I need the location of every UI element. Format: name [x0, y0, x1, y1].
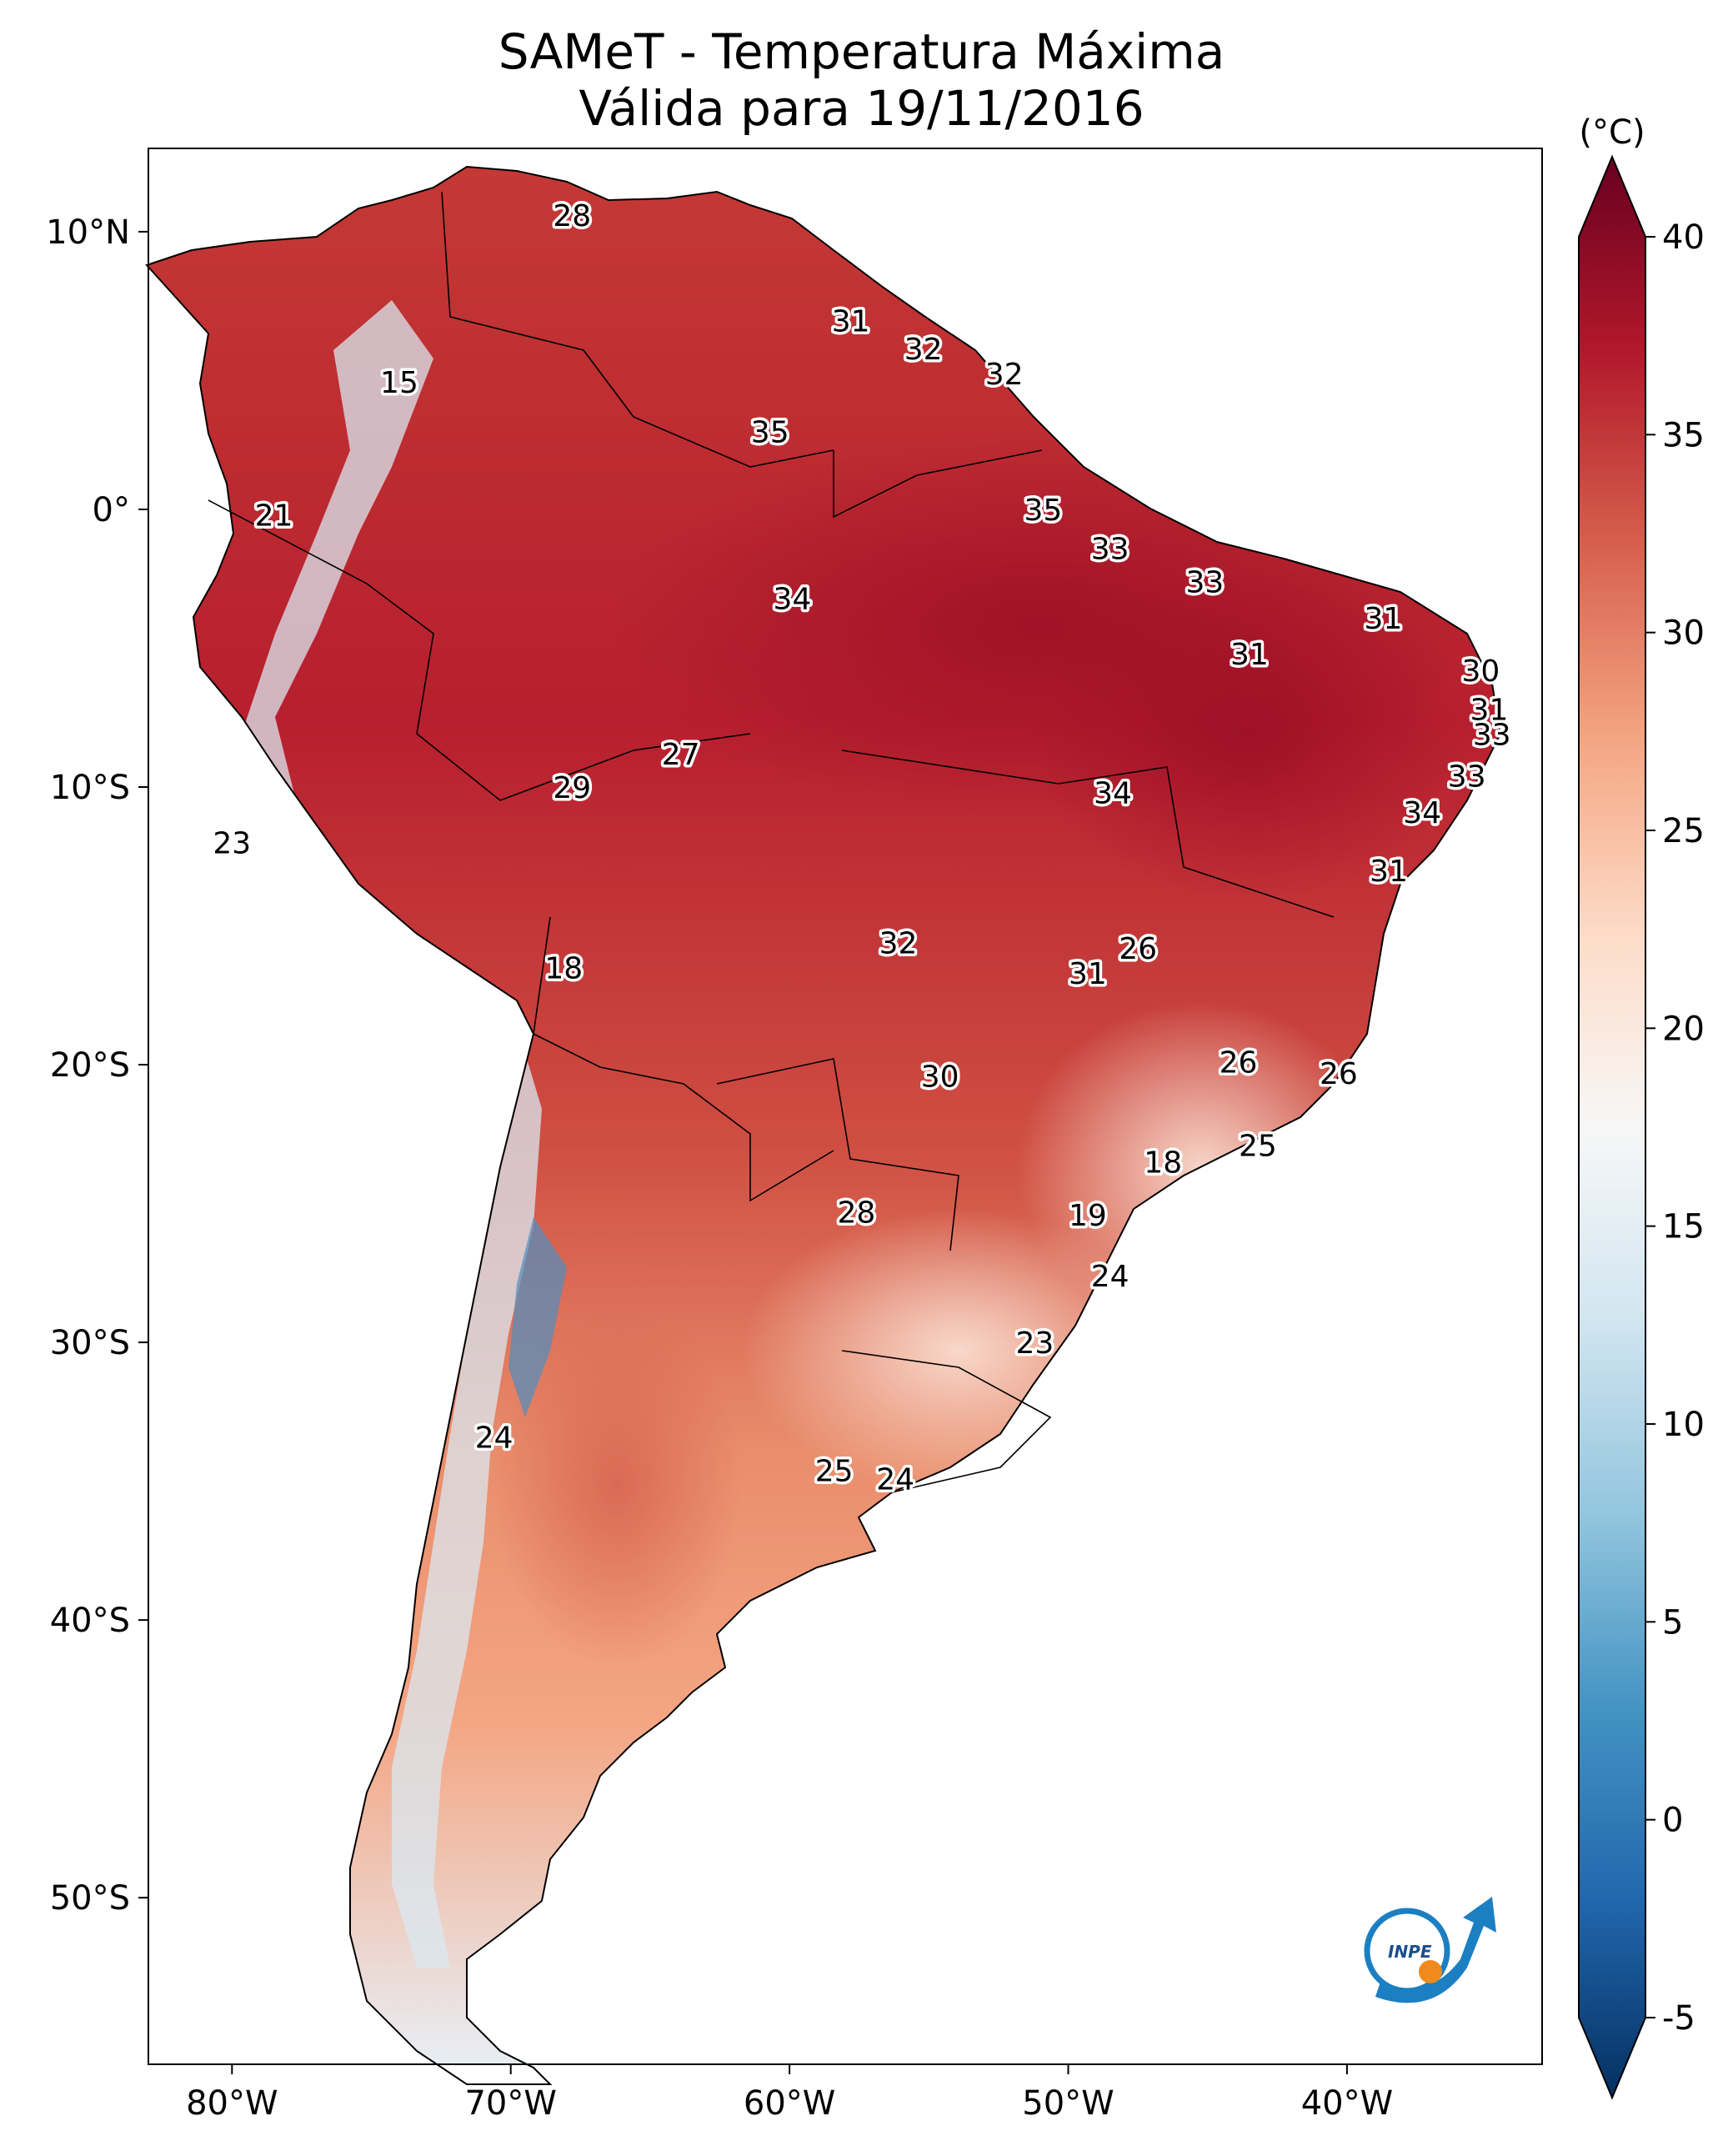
city-temperature-label: 33 [1091, 533, 1129, 567]
city-temperature-label: 19 [1069, 1199, 1107, 1233]
country-borders [208, 191, 1335, 1493]
border-paraguay [716, 1058, 959, 1251]
map-panel: INPE 28152123313232353534333331313031333… [46, 148, 1543, 2123]
city-temperature-label: 28 [553, 199, 591, 233]
inpe-logo: INPE [1364, 1897, 1496, 2003]
city-temperature-label: 18 [1144, 1146, 1182, 1181]
city-labels: 2815212331323235353433333131303133333431… [210, 196, 1514, 1499]
longitude-ticks: 80°W 70°W 60°W 50°W 40°W [186, 2064, 1393, 2123]
lat-tick-label: 10°S [50, 769, 130, 807]
city-temperature-label: 31 [1364, 602, 1402, 636]
city-temperature-label: 34 [1094, 777, 1132, 811]
city-temperature-label: 34 [1403, 796, 1441, 830]
city-temperature-label: 33 [1448, 760, 1486, 795]
city-temperature-label: 30 [1462, 654, 1500, 689]
city-temperature-label: 33 [1185, 566, 1224, 600]
warm-core-argentina [492, 1301, 742, 1667]
lat-tick-label: 50°S [50, 1879, 130, 1918]
colorbar-tick-label: 30 [1662, 614, 1705, 653]
city-temperature-label: 32 [985, 358, 1024, 392]
city-temperature-label: 29 [553, 771, 591, 805]
map-title: SAMeT - Temperatura Máxima Válida para 1… [0, 23, 1723, 137]
border-uruguay [841, 1350, 1052, 1493]
border-brazil-states [841, 750, 1335, 918]
city-temperature-label: 25 [815, 1454, 854, 1488]
city-temperature-label: 31 [832, 304, 870, 338]
city-temperature-label: 26 [1119, 932, 1157, 966]
lat-tick-label: 20°S [50, 1046, 130, 1085]
city-temperature-label: 24 [475, 1421, 513, 1455]
hot-core-northeast [1034, 567, 1467, 900]
city-temperature-label: 31 [1230, 638, 1269, 672]
city-temperature-label: 26 [1320, 1057, 1358, 1091]
city-temperature-label: 26 [1220, 1046, 1258, 1081]
city-temperature-label: 35 [751, 416, 789, 450]
colorbar-tick-label: 5 [1662, 1603, 1683, 1642]
lat-tick-label: 0° [93, 491, 130, 529]
colorbar-tick-label: -5 [1662, 1999, 1695, 2038]
city-temperature-label: 32 [904, 333, 943, 367]
title-line-2: Válida para 19/11/2016 [579, 80, 1144, 137]
city-temperature-label: 35 [1024, 494, 1063, 528]
city-temperature-label: 27 [662, 738, 700, 772]
lon-tick-label: 50°W [1022, 2084, 1114, 2123]
city-temperature-label: 31 [1069, 957, 1107, 991]
border-guianas [833, 449, 1043, 519]
lat-tick-label: 10°N [46, 213, 130, 252]
colorbar: (°C) 40 35 30 25 20 15 10 5 0 -5 [1578, 113, 1705, 2100]
colorbar-tick-label: 0 [1662, 1802, 1683, 1840]
city-temperature-label: 30 [921, 1060, 959, 1094]
lon-tick-label: 40°W [1301, 2084, 1393, 2123]
city-temperature-label: 24 [876, 1462, 914, 1497]
inpe-logo-text: INPE [1388, 1942, 1432, 1962]
city-temperature-label: 23 [213, 827, 251, 861]
colorbar-tick-label: 20 [1662, 1010, 1705, 1048]
lon-tick-label: 70°W [464, 2084, 556, 2123]
border-bolivia [533, 916, 834, 1202]
colorbar-body [1578, 154, 1646, 2100]
city-temperature-label: 32 [879, 927, 918, 961]
city-temperature-label: 25 [1239, 1130, 1277, 1164]
colorbar-tick-label: 40 [1662, 218, 1705, 257]
map-frame [148, 148, 1543, 2065]
colorbar-unit: (°C) [1579, 113, 1645, 152]
city-temperature-label: 34 [774, 583, 812, 617]
border-peru-colombia-brazil [208, 499, 751, 801]
city-temperature-label: 28 [837, 1196, 875, 1231]
city-temperature-label: 15 [380, 366, 418, 400]
lon-tick-label: 60°W [744, 2084, 835, 2123]
andes-cold-band [242, 300, 542, 1968]
city-temperature-label: 21 [255, 499, 293, 534]
city-temperature-label: 18 [544, 951, 583, 985]
inpe-logo-dot [1419, 1960, 1442, 1983]
border-colombia-venezuela [441, 191, 834, 468]
city-temperature-label: 33 [1473, 719, 1511, 753]
latitude-ticks: 10°N 0° 10°S 20°S 30°S 40°S 50°S [46, 213, 148, 1918]
colorbar-tick-label: 10 [1662, 1406, 1705, 1444]
colorbar-ticks: 40 35 30 25 20 15 10 5 0 -5 [1645, 218, 1705, 2038]
colorbar-tick-label: 25 [1662, 812, 1705, 850]
title-line-1: SAMeT - Temperatura Máxima [498, 23, 1225, 80]
city-temperature-label: 24 [1091, 1260, 1129, 1294]
lon-tick-label: 80°W [186, 2084, 278, 2123]
lat-tick-label: 30°S [50, 1324, 130, 1362]
lat-tick-label: 40°S [50, 1602, 130, 1640]
colorbar-tick-label: 35 [1662, 416, 1705, 454]
andes-coldest-patch [508, 1217, 567, 1417]
colorbar-tick-label: 15 [1662, 1208, 1705, 1246]
city-temperature-label: 31 [1370, 855, 1408, 889]
city-temperature-label: 31 [1470, 694, 1509, 728]
city-temperature-label: 23 [1015, 1326, 1054, 1361]
